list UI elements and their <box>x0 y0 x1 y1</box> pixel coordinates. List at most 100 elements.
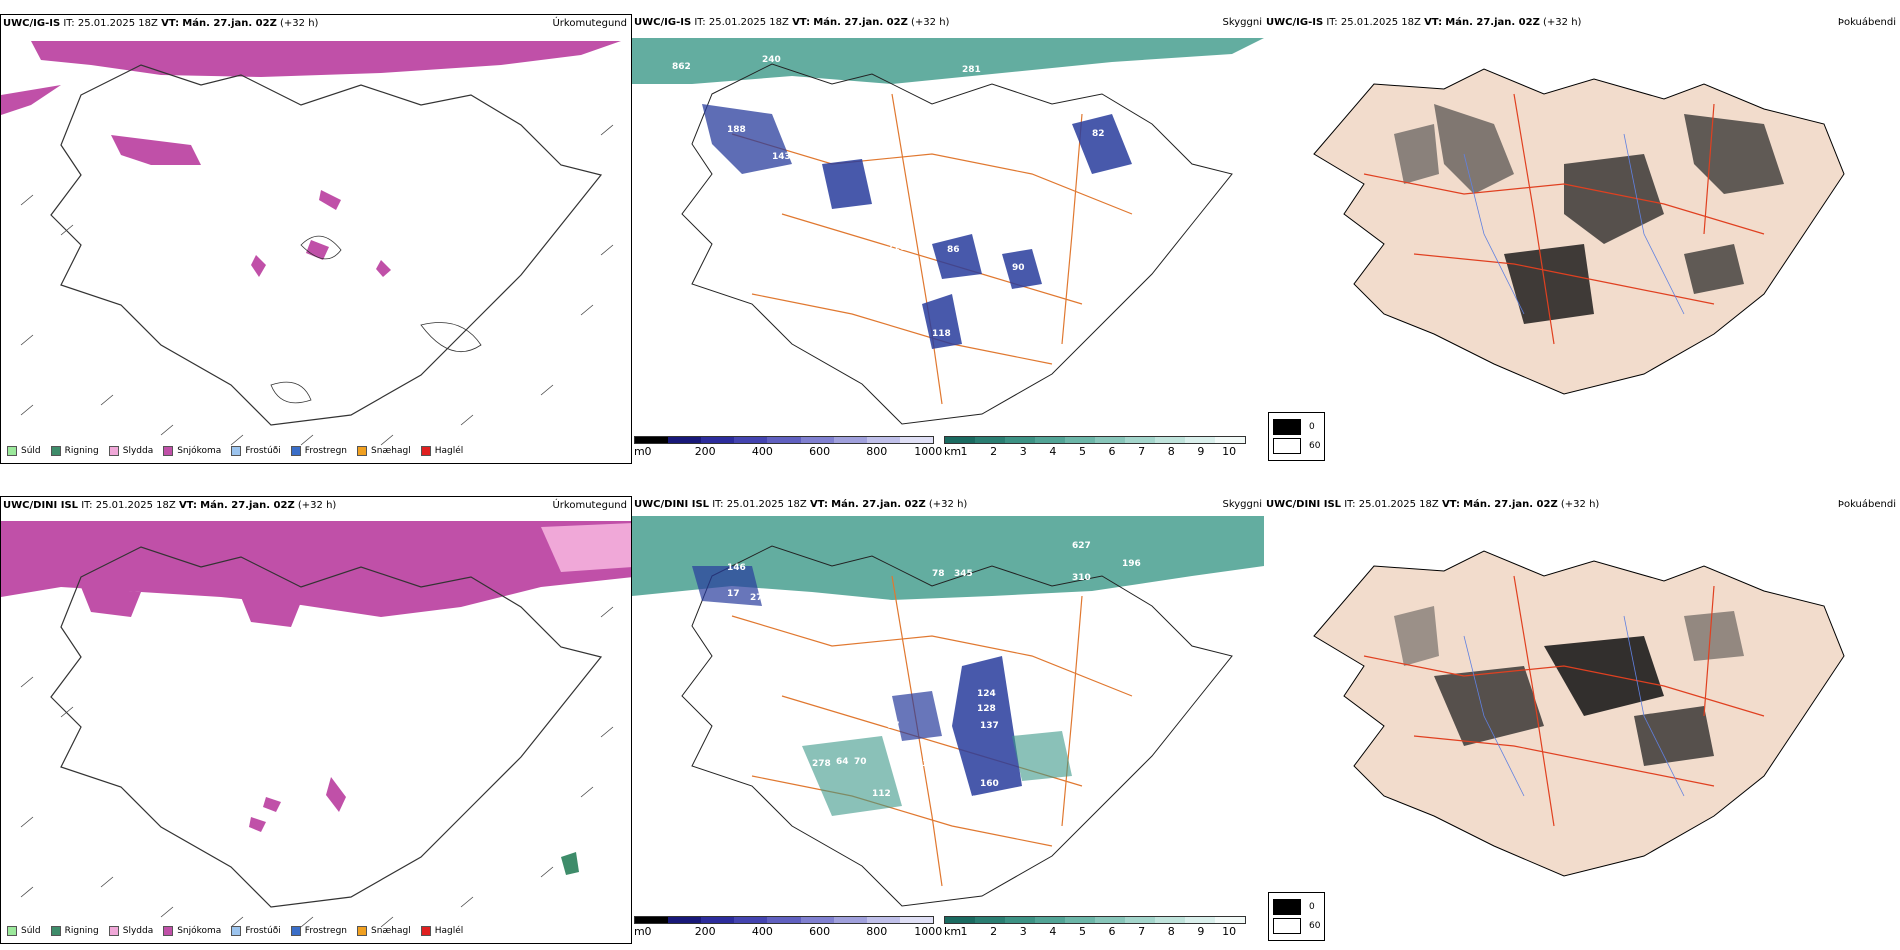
legend-item: Súld <box>7 926 41 936</box>
snow-patch <box>306 240 329 260</box>
snow-patch <box>376 260 391 277</box>
panel-title: Skyggni <box>1222 17 1262 28</box>
visibility-patch <box>802 736 902 816</box>
station-label: 70 <box>854 757 867 767</box>
legend-item: Frostúði <box>231 446 281 456</box>
rivers <box>1463 615 1685 797</box>
ceiling-patch <box>822 159 872 209</box>
ceiling-patch <box>892 691 942 741</box>
legend-item: Snæhagl <box>357 926 411 936</box>
sky-map: 627 196 146 17 277 221 179 78 345 310 29… <box>632 516 1264 907</box>
legend-item: Snjókoma <box>163 446 221 456</box>
station-label: 278 <box>812 759 831 769</box>
iceland-land <box>1313 550 1845 877</box>
station-label: 160 <box>980 779 999 789</box>
station-label: 137 <box>980 721 999 731</box>
station-label: 90 <box>1012 263 1025 273</box>
visibility-unit: km <box>944 445 962 458</box>
station-label: 310 <box>1072 573 1091 583</box>
model-name: UWC/IG-IS <box>3 18 61 29</box>
ceiling-patch <box>952 656 1022 796</box>
panel-title: Þokuábendi <box>1837 17 1896 28</box>
station-label: 143 <box>772 152 791 162</box>
iceland-coast <box>681 545 1233 907</box>
snow-patch <box>81 587 141 617</box>
legend-item: Haglél <box>420 446 463 456</box>
station-label: 64 <box>836 757 849 767</box>
panel-title: Úrkomutegund <box>552 500 627 511</box>
station-label: 78 <box>932 569 945 579</box>
fog-dark <box>1394 606 1439 666</box>
station-label: 188 <box>727 125 746 135</box>
fog-dark <box>1434 666 1544 746</box>
precip-panel-row2: UWC/DINI ISL IT: 25.01.2025 18Z VT: Mán.… <box>0 496 632 944</box>
sky-panel-row1: UWC/IG-IS IT: 25.01.2025 18Z VT: Mán. 27… <box>632 14 1264 464</box>
station-label: 108 <box>1042 217 1061 227</box>
snow-band <box>1 85 61 115</box>
legend-item: Súld <box>7 446 41 456</box>
sky-map: 862 240 281 188 143 310 82 98 119 385 21… <box>632 38 1264 425</box>
ceiling-scale: m 0 200 400 600 800 1000 <box>634 436 942 458</box>
ceiling-scale: m 0 200 400 600 800 1000 <box>634 916 942 938</box>
station-label: 290 <box>1092 609 1111 619</box>
rivers <box>1463 133 1685 315</box>
panel-header: UWC/DINI ISL IT: 25.01.2025 18Z VT: Mán.… <box>3 500 337 511</box>
legend-item: Rigning <box>50 446 99 456</box>
station-label: 118 <box>932 329 951 339</box>
ceiling-patch <box>1072 114 1132 174</box>
panel-header: UWC/IG-IS IT: 25.01.2025 18Z VT: Mán. 27… <box>634 17 950 28</box>
fog-dark <box>1634 706 1714 766</box>
station-label: 385 <box>857 222 876 232</box>
fog-legend: 0 60 <box>1268 892 1326 941</box>
fog-legend: 0 60 <box>1268 412 1326 461</box>
station-label: 310 <box>762 187 781 197</box>
fog-dark <box>1394 124 1439 184</box>
station-label: 281 <box>962 65 981 75</box>
roads <box>1363 575 1765 827</box>
fog-map <box>1313 68 1845 395</box>
station-label: 128 <box>977 704 996 714</box>
roads <box>731 575 1133 887</box>
station-label: 240 <box>762 55 781 65</box>
station-label: 338 <box>932 793 951 803</box>
station-label: 216 <box>887 243 906 253</box>
cloud-band <box>632 516 1264 600</box>
station-label: 124 <box>977 689 996 699</box>
panel-title: Þokuábendi <box>1837 499 1896 510</box>
snow-patch <box>111 135 201 165</box>
fog-dark <box>1564 154 1664 244</box>
ceiling-colorbar <box>634 436 934 444</box>
station-label: 169 <box>922 759 941 769</box>
fog-dark <box>1684 611 1744 661</box>
init-time: 25.01.2025 18Z <box>77 18 158 29</box>
snow-band <box>31 41 621 77</box>
visibility-scale: km 1 2 3 4 5 6 7 8 9 10 <box>944 916 1246 938</box>
precip-map <box>1 521 631 928</box>
legend-item: Rigning <box>50 926 99 936</box>
legend-item: Frostúði <box>231 926 281 936</box>
ceiling-patch <box>692 566 762 606</box>
station-label: 277 <box>750 593 769 603</box>
precip-type-legend: Súld Rigning Slydda Snjókoma Frostúði Fr… <box>7 926 463 936</box>
snow-patch <box>326 777 346 812</box>
station-label: 862 <box>672 62 691 72</box>
station-label: 87 <box>887 721 900 731</box>
panel-header: UWC/DINI ISL IT: 25.01.2025 18Z VT: Mán.… <box>634 499 968 510</box>
ceiling-colorbar <box>634 916 934 924</box>
fog-panel-row2: UWC/DINI ISL IT: 25.01.2025 18Z VT: Mán.… <box>1264 496 1900 944</box>
station-label: 345 <box>954 569 973 579</box>
roads <box>731 93 1133 405</box>
visibility-colorbar <box>944 916 1246 924</box>
legend-item: Frostregn <box>290 446 347 456</box>
legend-item: Snæhagl <box>357 446 411 456</box>
cloud-band <box>632 38 1264 84</box>
wind-barbs <box>20 606 614 928</box>
precip-map <box>1 41 621 446</box>
ceiling-unit: m <box>634 925 645 938</box>
station-label: 627 <box>1072 541 1091 551</box>
iceland-coast <box>50 546 603 908</box>
wind-barbs <box>20 124 614 446</box>
glacier-outline <box>270 235 482 404</box>
visibility-unit: km <box>944 925 962 938</box>
station-label: 288 <box>904 781 923 791</box>
